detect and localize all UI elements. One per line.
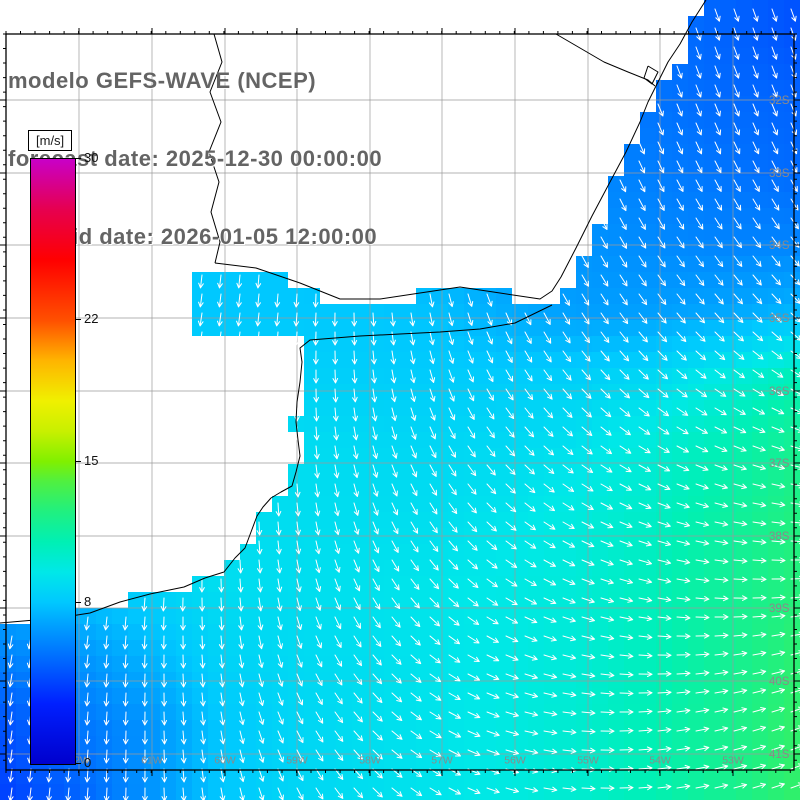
colorbar-tick-label: 8 xyxy=(84,593,92,609)
colorbar-tick-label: 15 xyxy=(84,452,99,468)
coastline-uruguay_coast xyxy=(214,0,707,300)
lat-label: 39S xyxy=(769,603,790,615)
lon-label: 55W xyxy=(577,755,599,767)
colorbar-tick-mark xyxy=(75,460,81,462)
colorbar-tick-label: 30 xyxy=(84,150,99,165)
lat-label: 40S xyxy=(769,676,790,688)
model-title: modelo GEFS-WAVE (NCEP) xyxy=(8,68,317,93)
colorbar-tick-label: 0 xyxy=(84,755,92,770)
lat-label: 33S xyxy=(769,168,790,180)
vector-arrows xyxy=(7,8,800,800)
lon-label: 56W xyxy=(504,755,526,767)
lat-label: 34S xyxy=(769,240,790,252)
colorbar-tick-label: 22 xyxy=(84,311,99,327)
forecast-date-line: forecast date: 2025-12-30 00:00:00 xyxy=(8,146,383,171)
coastline-brazil_border xyxy=(555,33,656,87)
lat-label: 35S xyxy=(769,313,790,325)
colorbar-tick-mark xyxy=(75,319,81,321)
lat-label: 32S xyxy=(769,95,790,107)
lon-label: 54W xyxy=(649,755,671,767)
lat-label: 41S xyxy=(769,749,790,761)
coastlines xyxy=(0,0,707,624)
plot-titles: modelo GEFS-WAVE (NCEP) forecast date: 2… xyxy=(8,16,382,302)
lon-label: 60W xyxy=(214,755,236,767)
lat-label: 38S xyxy=(769,531,790,543)
lon-label: 61W xyxy=(141,755,163,767)
lat-label: 36S xyxy=(769,386,790,398)
coastline-uruguay_river xyxy=(208,33,223,264)
axis-ticks xyxy=(0,28,800,776)
colorbar-unit-label: [m/s] xyxy=(28,130,73,151)
lon-label: 59W xyxy=(286,755,308,767)
colorbar-tick-mark xyxy=(75,158,81,159)
colorbar-tick-mark xyxy=(75,763,81,764)
plot-frame xyxy=(5,33,795,771)
coastline-lagoon xyxy=(643,65,659,85)
lat-label: 37S xyxy=(769,458,790,470)
lon-label: 53W xyxy=(722,755,744,767)
coastline-argentina_coast xyxy=(0,304,553,624)
colorbar-tick-mark xyxy=(75,601,81,603)
lon-label: 57W xyxy=(431,755,453,767)
colorbar-gradient xyxy=(30,158,76,765)
lon-label: 58W xyxy=(359,755,381,767)
